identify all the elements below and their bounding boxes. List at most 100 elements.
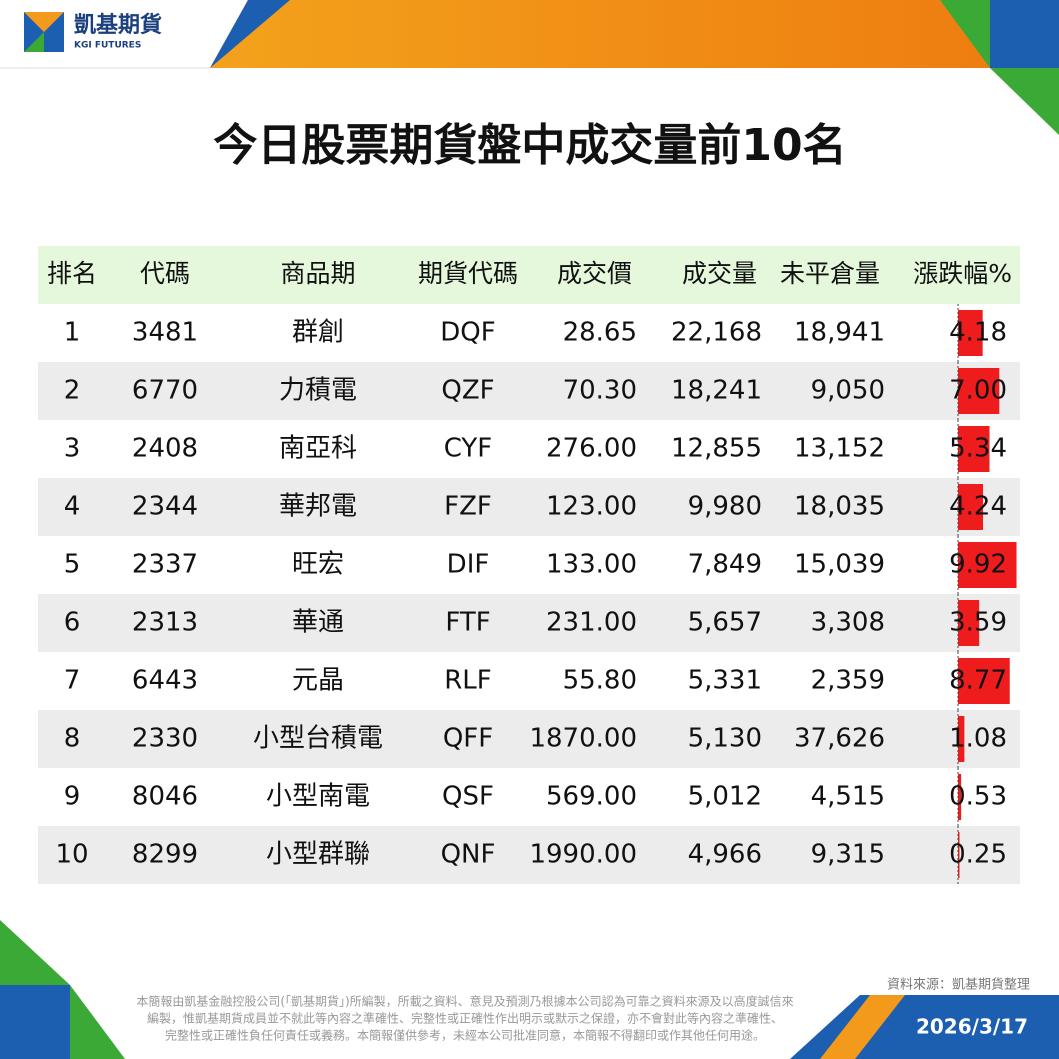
column-header: 成交量 <box>682 259 757 288</box>
header-accent <box>990 0 1059 68</box>
table-cell: 10 <box>55 840 88 870</box>
table-row <box>38 710 1020 768</box>
table-cell: 22,168 <box>671 318 762 348</box>
table-cell: 4,515 <box>811 782 885 812</box>
table-cell: 7.00 <box>949 376 1007 406</box>
table-cell: 8046 <box>132 782 198 812</box>
table-cell: 2408 <box>132 434 198 464</box>
table-cell: 4.24 <box>949 492 1007 522</box>
table-cell: 5,657 <box>688 608 762 638</box>
table-cell: 15,039 <box>794 550 885 580</box>
table-cell: 9,980 <box>688 492 762 522</box>
table-cell: 小型南電 <box>266 782 370 812</box>
table-cell: 5,130 <box>688 724 762 754</box>
disclaimer-line: 完整性或正確性負任何責任或義務。本簡報僅供參考，未經本公司批准同意，本簡報不得翻… <box>165 1028 765 1043</box>
table-cell: 2313 <box>132 608 198 638</box>
table-cell: 0.53 <box>949 782 1007 812</box>
logo <box>24 12 64 32</box>
change-bar <box>958 716 965 762</box>
table-cell: 南亞科 <box>279 434 357 464</box>
table-cell: 3,308 <box>811 608 885 638</box>
change-bar <box>958 774 962 820</box>
table-cell: 37,626 <box>794 724 885 754</box>
source: 資料來源：凱基期貨整理 <box>887 977 1030 993</box>
table-row <box>38 362 1020 420</box>
table-cell: QSF <box>442 782 494 812</box>
title: 今日股票期貨盤中成交量前10名 <box>213 120 846 171</box>
table-cell: 133.00 <box>546 550 637 580</box>
table-cell: FZF <box>444 492 492 522</box>
footer-band <box>820 995 905 1059</box>
table-cell: 3.59 <box>949 608 1007 638</box>
table-cell: 力積電 <box>279 376 357 406</box>
header-accent <box>940 0 990 68</box>
table-cell: 4,966 <box>688 840 762 870</box>
table-cell: 4.18 <box>949 318 1007 348</box>
table-cell: QFF <box>443 724 493 754</box>
table-cell: QNF <box>441 840 496 870</box>
table-cell: 276.00 <box>546 434 637 464</box>
change-bar <box>958 600 980 646</box>
disclaimer: 本簡報由凱基金融控股公司(「凱基期貨」)所編製，所載之資料、意見及預測乃根據本公… <box>136 994 793 1043</box>
table-cell: 6443 <box>132 666 198 696</box>
corner-accent <box>0 920 70 985</box>
disclaimer-line: 本簡報由凱基金融控股公司(「凱基期貨」)所編製，所載之資料、意見及預測乃根據本公… <box>136 994 793 1009</box>
logo <box>24 32 44 52</box>
change-bar <box>958 368 1000 414</box>
table-cell: 8.77 <box>949 666 1007 696</box>
table: 排名 代碼 商品期 期貨代碼 成交價 成交量 未平倉量 漲跌幅% 1 3481 群創 DQF 28.65… <box>38 246 1020 884</box>
change-bar <box>958 310 983 356</box>
table-cell: 6770 <box>132 376 198 406</box>
column-header: 成交價 <box>557 259 632 288</box>
table-cell: 華通 <box>292 608 344 638</box>
table-cell: 9 <box>64 782 81 812</box>
column-header: 排名 <box>47 259 97 288</box>
column-header: 期貨代碼 <box>418 259 518 288</box>
change-bar <box>958 658 1010 704</box>
change-bar <box>958 832 960 878</box>
table-cell: CYF <box>444 434 493 464</box>
table-cell: 2337 <box>132 550 198 580</box>
column-header: 代碼 <box>140 259 190 288</box>
table-cell: 28.65 <box>563 318 637 348</box>
table-row <box>38 594 1020 652</box>
table-cell: 旺宏 <box>292 550 344 580</box>
table-cell: 2 <box>64 376 81 406</box>
change-bar <box>958 542 1017 588</box>
table-cell: 70.30 <box>563 376 637 406</box>
table-cell: 小型群聯 <box>266 840 370 870</box>
table-cell: DQF <box>440 318 495 348</box>
column-header: 商品期 <box>280 259 355 288</box>
table-cell: FTF <box>445 608 490 638</box>
table-cell: 123.00 <box>546 492 637 522</box>
corner-accent <box>0 985 70 1059</box>
table-cell: 2330 <box>132 724 198 754</box>
table-cell: 7 <box>64 666 81 696</box>
table-row <box>38 826 1020 884</box>
table-cell: 3 <box>64 434 81 464</box>
change-bar <box>958 484 984 530</box>
table-cell: 6 <box>64 608 81 638</box>
brand-en: KGI FUTURES <box>74 41 141 51</box>
disclaimer-line: 編製，惟凱基期貨成員並不就此等內容之準確性、完整性或正確性作出明示或默示之保證，… <box>147 1011 783 1026</box>
table-cell: 7,849 <box>688 550 762 580</box>
table-cell: DIF <box>447 550 490 580</box>
table-cell: 元晶 <box>292 666 344 696</box>
date: 2026/3/17 <box>916 1015 1028 1039</box>
table-cell: 9,315 <box>811 840 885 870</box>
table-cell: 2344 <box>132 492 198 522</box>
table-cell: 2,359 <box>811 666 885 696</box>
table-row <box>38 420 1020 478</box>
table-cell: 5,331 <box>688 666 762 696</box>
change-bar <box>958 426 990 472</box>
corner-accent <box>70 985 125 1059</box>
table-cell: 18,241 <box>671 376 762 406</box>
table-cell: 華邦電 <box>279 492 357 522</box>
table-cell: 55.80 <box>563 666 637 696</box>
table-cell: 569.00 <box>546 782 637 812</box>
table-cell: 13,152 <box>794 434 885 464</box>
table-row <box>38 768 1020 826</box>
table-cell: 5,012 <box>688 782 762 812</box>
